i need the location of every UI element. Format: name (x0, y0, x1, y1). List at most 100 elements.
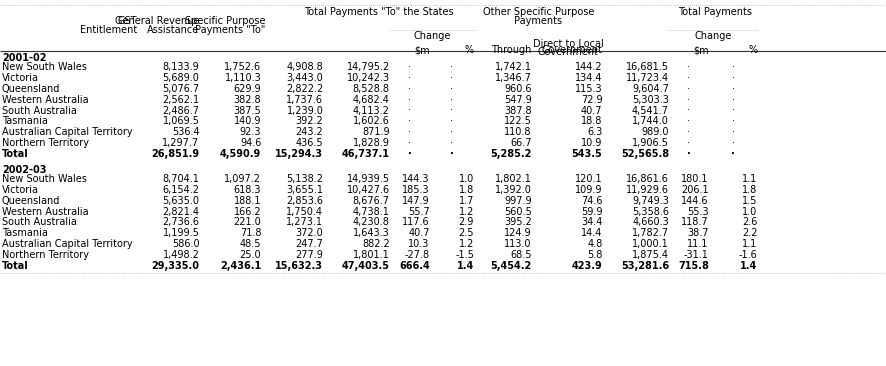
Text: Other Specific Purpose: Other Specific Purpose (483, 7, 594, 16)
Text: 1,602.6: 1,602.6 (353, 116, 390, 126)
Text: ·: · (450, 116, 454, 126)
Text: Specific Purpose: Specific Purpose (185, 16, 266, 26)
Text: ·: · (688, 95, 690, 105)
Text: 52,565.8: 52,565.8 (621, 149, 669, 159)
Text: 1,346.7: 1,346.7 (494, 73, 532, 83)
Text: 436.5: 436.5 (296, 138, 323, 148)
Text: 1.0: 1.0 (459, 174, 474, 184)
Text: Total Payments: Total Payments (679, 7, 752, 16)
Text: 10,427.6: 10,427.6 (346, 185, 390, 195)
Text: 2,736.6: 2,736.6 (162, 217, 199, 227)
Text: $m: $m (414, 45, 430, 55)
Text: ·: · (450, 73, 454, 83)
Text: Victoria: Victoria (2, 185, 39, 195)
Text: ·: · (450, 95, 454, 105)
Text: 382.8: 382.8 (234, 95, 261, 105)
Text: 34.4: 34.4 (581, 217, 602, 227)
Text: %: % (465, 45, 474, 55)
Text: South Australia: South Australia (2, 217, 77, 227)
Text: Total: Total (2, 261, 28, 270)
Text: ·: · (732, 73, 734, 83)
Text: ·: · (688, 84, 690, 94)
Text: Total Payments "To" the States: Total Payments "To" the States (304, 7, 454, 16)
Text: ·: · (688, 138, 690, 148)
Text: 74.6: 74.6 (581, 196, 602, 206)
Text: 4,541.7: 4,541.7 (632, 105, 669, 116)
Text: 25.0: 25.0 (240, 250, 261, 260)
Text: 1.1: 1.1 (742, 239, 758, 249)
Text: Total: Total (2, 149, 28, 159)
Text: 2,436.1: 2,436.1 (220, 261, 261, 270)
Text: 1,110.3: 1,110.3 (225, 73, 261, 83)
Text: -31.1: -31.1 (684, 250, 709, 260)
Text: 1.4: 1.4 (741, 261, 758, 270)
Text: 59.9: 59.9 (581, 206, 602, 217)
Text: 1,752.6: 1,752.6 (224, 62, 261, 72)
Text: 124.9: 124.9 (504, 228, 532, 238)
Text: 72.9: 72.9 (581, 95, 602, 105)
Text: 1,744.0: 1,744.0 (632, 116, 669, 126)
Text: 68.5: 68.5 (510, 250, 532, 260)
Text: New South Wales: New South Wales (2, 62, 87, 72)
Text: 277.9: 277.9 (296, 250, 323, 260)
Text: 1,297.7: 1,297.7 (162, 138, 199, 148)
Text: 55.7: 55.7 (408, 206, 430, 217)
Text: 2.5: 2.5 (459, 228, 474, 238)
Text: Change: Change (413, 31, 451, 41)
Text: 188.1: 188.1 (234, 196, 261, 206)
Text: ·: · (688, 62, 690, 72)
Text: 66.7: 66.7 (510, 138, 532, 148)
Text: 109.9: 109.9 (575, 185, 602, 195)
Text: 1,643.3: 1,643.3 (354, 228, 390, 238)
Text: 1,802.1: 1,802.1 (494, 174, 532, 184)
Text: 9,604.7: 9,604.7 (632, 84, 669, 94)
Text: 4,682.4: 4,682.4 (353, 95, 390, 105)
Text: 8,528.8: 8,528.8 (353, 84, 390, 94)
Text: Through: Through (491, 45, 532, 55)
Text: 395.2: 395.2 (504, 217, 532, 227)
Text: 18.8: 18.8 (581, 116, 602, 126)
Text: ·: · (732, 127, 734, 137)
Text: Payments: Payments (514, 16, 563, 26)
Text: 2.2: 2.2 (742, 228, 758, 238)
Text: 1.0: 1.0 (742, 206, 758, 217)
Text: 543.5: 543.5 (571, 149, 602, 159)
Text: ·: · (408, 116, 411, 126)
Text: 110.8: 110.8 (504, 127, 532, 137)
Text: South Australia: South Australia (2, 105, 77, 116)
Text: 1,875.4: 1,875.4 (632, 250, 669, 260)
Text: 2.6: 2.6 (742, 217, 758, 227)
Text: 14,939.5: 14,939.5 (346, 174, 390, 184)
Text: 2,562.1: 2,562.1 (162, 95, 199, 105)
Text: 166.2: 166.2 (234, 206, 261, 217)
Text: ·: · (408, 84, 411, 94)
Text: ·: · (450, 138, 454, 148)
Text: 144.6: 144.6 (681, 196, 709, 206)
Text: ·: · (688, 105, 690, 116)
Text: 5,635.0: 5,635.0 (162, 196, 199, 206)
Text: 960.6: 960.6 (504, 84, 532, 94)
Text: 2,821.4: 2,821.4 (162, 206, 199, 217)
Text: ·: · (732, 138, 734, 148)
Text: 3,443.0: 3,443.0 (287, 73, 323, 83)
Text: 55.3: 55.3 (688, 206, 709, 217)
Text: 14.4: 14.4 (581, 228, 602, 238)
Text: 16,681.5: 16,681.5 (626, 62, 669, 72)
Text: 871.9: 871.9 (362, 127, 390, 137)
Text: ·: · (408, 138, 411, 148)
Text: 882.2: 882.2 (362, 239, 390, 249)
Text: 1,828.9: 1,828.9 (353, 138, 390, 148)
Text: Payments "To": Payments "To" (196, 25, 266, 35)
Text: 5,689.0: 5,689.0 (162, 73, 199, 83)
Text: Assistance: Assistance (147, 25, 199, 35)
Text: -1.5: -1.5 (455, 250, 474, 260)
Text: ·: · (408, 62, 411, 72)
Text: 5,138.2: 5,138.2 (286, 174, 323, 184)
Text: 26,851.9: 26,851.9 (152, 149, 199, 159)
Text: 666.4: 666.4 (399, 261, 430, 270)
Text: Change: Change (695, 31, 733, 41)
Text: 1.7: 1.7 (459, 196, 474, 206)
Text: 15,294.3: 15,294.3 (276, 149, 323, 159)
Text: ·: · (732, 105, 734, 116)
Text: 547.9: 547.9 (504, 95, 532, 105)
